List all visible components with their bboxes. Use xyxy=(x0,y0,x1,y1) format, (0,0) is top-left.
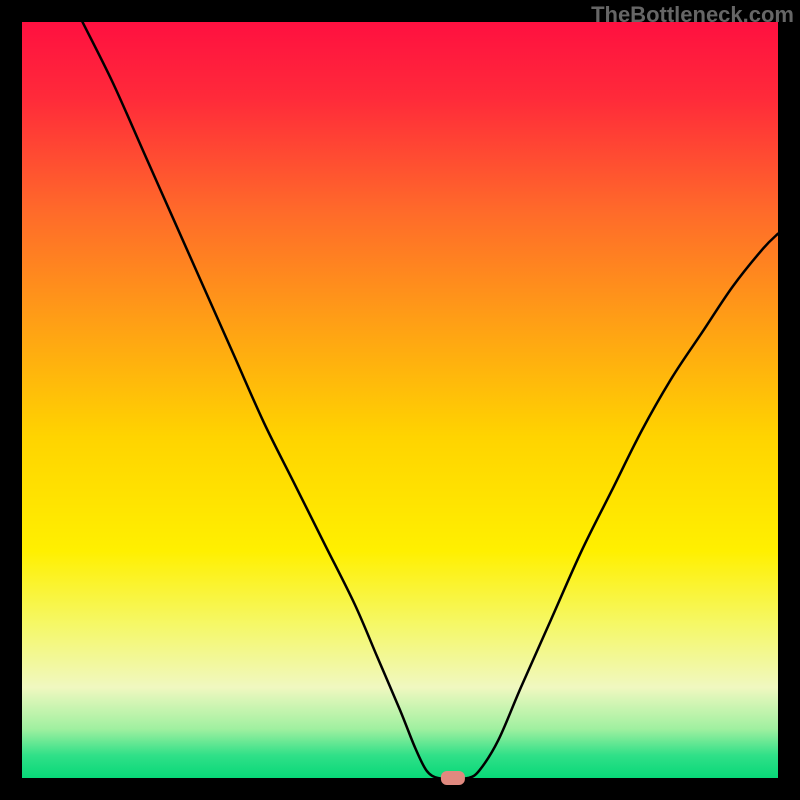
chart-container: TheBottleneck.com xyxy=(0,0,800,800)
bottleneck-chart xyxy=(0,0,800,800)
attribution-label: TheBottleneck.com xyxy=(591,2,794,28)
optimal-marker xyxy=(441,771,465,785)
